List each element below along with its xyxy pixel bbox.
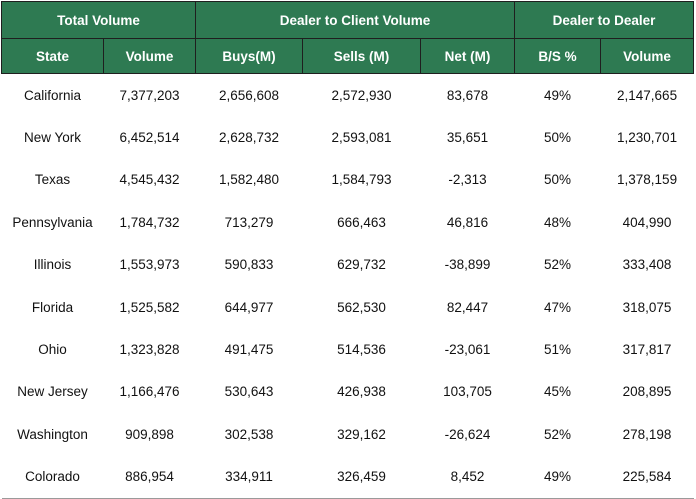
table-cell: 329,162 (337, 426, 386, 442)
state-cell: Ohio (38, 342, 67, 358)
table-cell: 103,705 (443, 384, 492, 400)
column-header-row: State Volume Buys(M) Sells (M) Net (M) B/S % V… (1, 38, 695, 74)
column-header: Buys(M) (195, 38, 304, 74)
column-header: Volume (102, 38, 197, 74)
column-header: Volume (600, 38, 695, 74)
column-header: Sells (M) (302, 38, 422, 74)
state-cell: Pennsylvania (12, 214, 93, 230)
table-cell: 333,408 (622, 257, 672, 273)
table-cell: 302,538 (224, 426, 274, 442)
table-header: Total Volume Dealer to Client Volume Deale… (0, 1, 695, 74)
table-cell: 225,584 (600, 455, 694, 499)
table-cell: 1,166,476 (119, 384, 180, 400)
table-cell: 7,377,203 (119, 87, 180, 103)
table-cell: 514,536 (337, 342, 386, 358)
table-cell: 47% (544, 299, 572, 315)
table-row: New Jersey 1,166,476 530,643 426,938 103,705… (2, 371, 694, 413)
table-cell: 666,463 (337, 214, 386, 230)
table-cell: 2,147,665 (617, 87, 678, 103)
table-cell: 334,911 (195, 455, 303, 499)
table-cell: 35,651 (446, 130, 489, 146)
table-cell: 317,817 (622, 342, 672, 358)
table-cell: -26,624 (444, 426, 491, 442)
state-cell: Texas (34, 172, 71, 188)
table-cell: 48% (544, 214, 572, 230)
table-row: New York 6,452,514 2,628,732 2,593,081 35,65… (2, 116, 694, 158)
table-cell: 2,593,081 (331, 130, 392, 146)
table-row: California 7,377,203 2,656,608 2,572,930 83,… (2, 74, 694, 117)
table-body: California 7,377,203 2,656,608 2,572,930 83,… (1, 74, 694, 499)
table-cell: 49% (514, 455, 601, 499)
table-cell: 49% (544, 87, 572, 103)
table-row: Florida 1,525,582 644,977 562,530 82,447 47% 3… (2, 286, 694, 328)
table-cell: 4,545,432 (119, 172, 180, 188)
state-cell: Colorado (1, 455, 104, 499)
table-cell: 2,572,930 (331, 87, 392, 103)
table-cell: -2,313 (448, 172, 487, 188)
table-cell: 909,898 (125, 426, 174, 442)
table-cell: 8,452 (420, 455, 515, 499)
table-cell: -38,899 (444, 257, 491, 273)
table-cell: 50% (544, 172, 572, 188)
table-cell: 1,784,732 (119, 214, 180, 230)
table-cell: 886,954 (103, 455, 196, 499)
state-cell: Washington (17, 426, 88, 442)
table-cell: 590,833 (224, 257, 274, 273)
table-cell: 6,452,514 (119, 130, 180, 146)
table-cell: 1,323,828 (119, 342, 180, 358)
table-cell: -23,061 (444, 342, 491, 358)
table-cell: 644,977 (224, 299, 274, 315)
table-cell: 2,628,732 (218, 130, 280, 146)
state-cell: New York (23, 130, 82, 146)
table-cell: 82,447 (446, 299, 489, 315)
table-cell: 404,990 (622, 214, 672, 230)
table-cell: 1,584,793 (331, 172, 392, 188)
group-header: Total Volume (0, 1, 197, 39)
table-cell: 713,279 (224, 214, 274, 230)
table-cell: 1,378,159 (617, 172, 678, 188)
table-cell: 1,553,973 (119, 257, 180, 273)
table-row: Colorado 886,954 334,911 326,459 8,452 49% 225… (1, 455, 694, 499)
table-cell: 629,732 (337, 257, 386, 273)
table-cell: 1,230,701 (617, 130, 678, 146)
column-header: State (1, 38, 104, 74)
table-row: Texas 4,545,432 1,582,480 1,584,793 -2,313 50… (2, 159, 694, 201)
table-cell: 51% (544, 342, 572, 358)
state-cell: New Jersey (17, 384, 88, 400)
state-cell: California (23, 87, 82, 103)
table-cell: 426,938 (337, 384, 386, 400)
table-cell: 208,895 (622, 384, 672, 400)
table-cell: 530,643 (224, 384, 274, 400)
state-cell: Illinois (33, 257, 72, 273)
group-header-row: Total Volume Dealer to Client Volume Deale… (0, 1, 695, 39)
table-cell: 83,678 (446, 87, 489, 103)
column-header: Net (M) (420, 38, 516, 74)
table-cell: 278,198 (622, 426, 672, 442)
column-header: B/S % (514, 38, 602, 74)
table-cell: 562,530 (337, 299, 386, 315)
table-cell: 52% (544, 426, 572, 442)
table-cell: 1,525,582 (119, 299, 180, 315)
table-row: Illinois 1,553,973 590,833 629,732 -38,899 52… (2, 244, 694, 286)
table-cell: 50% (544, 130, 572, 146)
table-cell: 491,475 (224, 342, 274, 358)
table-cell: 1,582,480 (218, 172, 280, 188)
table-cell: 318,075 (622, 299, 672, 315)
table-cell: 45% (544, 384, 572, 400)
table-row: Pennsylvania 1,784,732 713,279 666,463 46,81… (2, 201, 694, 243)
state-cell: Florida (31, 299, 74, 315)
table-cell: 2,656,608 (218, 87, 280, 103)
table-cell: 46,816 (446, 214, 489, 230)
table-cell: 52% (544, 257, 572, 273)
group-header: Dealer to Dealer (514, 1, 695, 39)
group-header: Dealer to Client Volume (195, 1, 516, 39)
table-row: Ohio 1,323,828 491,475 514,536 -23,061 51% 317… (2, 328, 694, 370)
table-row: Washington 909,898 302,538 329,162 -26,624 52… (2, 413, 694, 455)
table-cell: 326,459 (302, 455, 421, 499)
